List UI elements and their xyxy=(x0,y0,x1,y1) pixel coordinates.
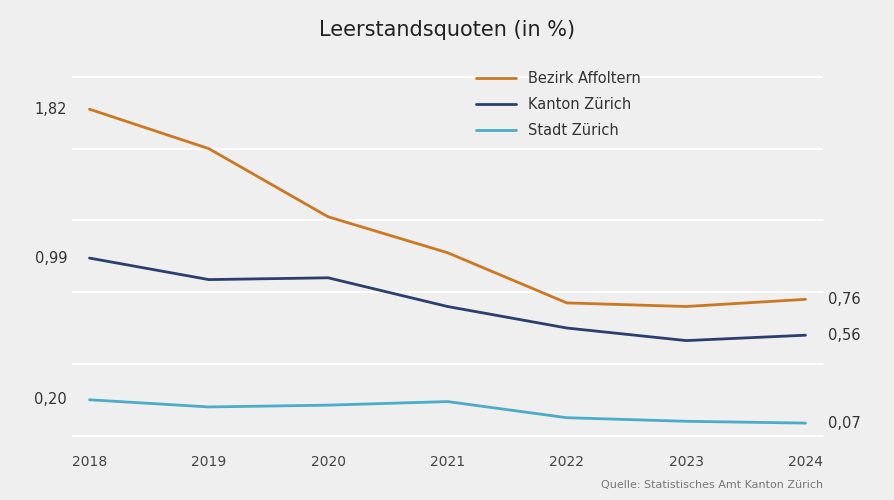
Stadt Zürich xyxy=(323,402,333,408)
Stadt Zürich xyxy=(84,397,95,403)
Text: Quelle: Statistisches Amt Kanton Zürich: Quelle: Statistisches Amt Kanton Zürich xyxy=(601,480,822,490)
Line: Kanton Zürich: Kanton Zürich xyxy=(89,258,805,340)
Kanton Zürich xyxy=(442,304,452,310)
Bezirk Affoltern xyxy=(680,304,691,310)
Text: 0,99: 0,99 xyxy=(35,250,67,266)
Bezirk Affoltern xyxy=(561,300,571,306)
Legend: Bezirk Affoltern, Kanton Zürich, Stadt Zürich: Bezirk Affoltern, Kanton Zürich, Stadt Z… xyxy=(469,66,646,144)
Line: Bezirk Affoltern: Bezirk Affoltern xyxy=(89,109,805,306)
Kanton Zürich xyxy=(680,338,691,344)
Kanton Zürich xyxy=(799,332,810,338)
Text: 0,07: 0,07 xyxy=(827,416,860,430)
Text: 0,56: 0,56 xyxy=(827,328,859,342)
Kanton Zürich xyxy=(561,325,571,331)
Text: 0,76: 0,76 xyxy=(827,292,859,307)
Kanton Zürich xyxy=(203,276,214,282)
Title: Leerstandsquoten (in %): Leerstandsquoten (in %) xyxy=(319,20,575,40)
Bezirk Affoltern xyxy=(442,250,452,256)
Text: 1,82: 1,82 xyxy=(35,102,67,116)
Stadt Zürich xyxy=(561,414,571,420)
Bezirk Affoltern xyxy=(84,106,95,112)
Bezirk Affoltern xyxy=(799,296,810,302)
Line: Stadt Zürich: Stadt Zürich xyxy=(89,400,805,423)
Text: 0,20: 0,20 xyxy=(34,392,67,407)
Stadt Zürich xyxy=(680,418,691,424)
Stadt Zürich xyxy=(442,398,452,404)
Stadt Zürich xyxy=(203,404,214,410)
Stadt Zürich xyxy=(799,420,810,426)
Bezirk Affoltern xyxy=(203,146,214,152)
Bezirk Affoltern xyxy=(323,214,333,220)
Kanton Zürich xyxy=(84,255,95,261)
Kanton Zürich xyxy=(323,275,333,281)
